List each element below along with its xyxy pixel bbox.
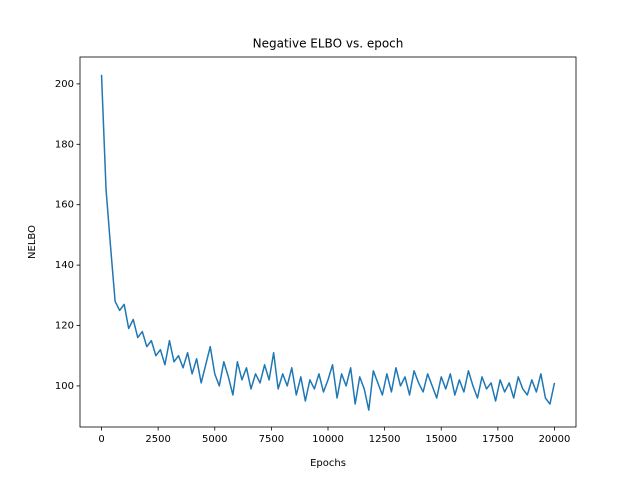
y-tick-label: 140 bbox=[55, 260, 74, 271]
x-tick-label: 20000 bbox=[539, 434, 571, 445]
x-tick-label: 7500 bbox=[259, 434, 284, 445]
x-tick-label: 2500 bbox=[145, 434, 170, 445]
axes-frame bbox=[79, 56, 577, 428]
y-tick-label: 180 bbox=[55, 139, 74, 150]
y-tick-label: 100 bbox=[55, 381, 74, 392]
y-tick-label: 120 bbox=[55, 321, 74, 332]
y-tick-label: 160 bbox=[55, 200, 74, 211]
x-tick-label: 10000 bbox=[312, 434, 344, 445]
x-axis-label: Epochs bbox=[310, 458, 346, 469]
x-tick-label: 5000 bbox=[202, 434, 227, 445]
x-tick-label: 0 bbox=[98, 434, 104, 445]
y-axis-label: NELBO bbox=[27, 225, 38, 259]
data-line bbox=[100, 74, 556, 411]
x-tick-label: 17500 bbox=[482, 434, 514, 445]
x-tick-label: 12500 bbox=[369, 434, 401, 445]
chart-title: Negative ELBO vs. epoch bbox=[253, 37, 404, 51]
x-tick-label: 15000 bbox=[425, 434, 457, 445]
y-tick-label: 200 bbox=[55, 79, 74, 90]
